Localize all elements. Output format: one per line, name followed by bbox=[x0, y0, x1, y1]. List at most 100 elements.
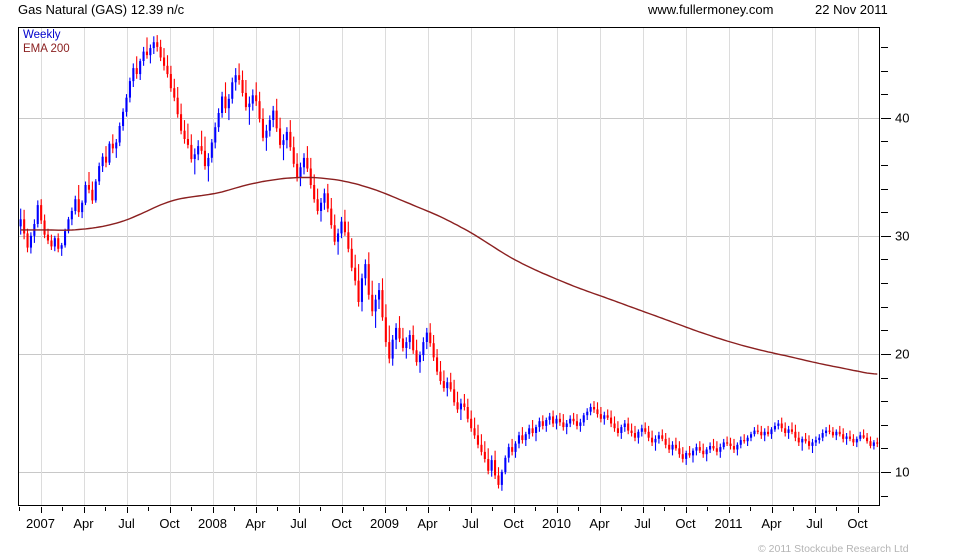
x-axis-tick-minor bbox=[363, 507, 364, 511]
x-axis-label: 2011 bbox=[714, 516, 743, 531]
x-axis-tick-minor bbox=[277, 507, 278, 511]
x-axis-label: Jul bbox=[806, 516, 823, 531]
x-axis-label: Oct bbox=[331, 516, 352, 531]
x-axis-label: Jul bbox=[634, 516, 651, 531]
x-axis-tick bbox=[556, 507, 558, 513]
x-axis-tick bbox=[40, 507, 42, 513]
x-axis-tick-minor bbox=[449, 507, 450, 511]
x-axis-tick-minor bbox=[492, 507, 493, 511]
gridline-horizontal bbox=[19, 117, 879, 119]
gridline-vertical bbox=[857, 28, 859, 505]
gridline-vertical bbox=[126, 28, 128, 505]
x-axis-tick-minor bbox=[578, 507, 579, 511]
gridline-vertical bbox=[83, 28, 85, 505]
x-axis-tick-minor bbox=[664, 507, 665, 511]
gridline-vertical bbox=[728, 28, 730, 505]
x-axis-tick bbox=[814, 507, 816, 513]
x-axis-label: 2008 bbox=[198, 516, 227, 531]
copyright-notice: © 2011 Stockcube Research Ltd bbox=[758, 543, 909, 555]
x-axis-tick bbox=[384, 507, 386, 513]
y-axis-tick-minor bbox=[881, 165, 888, 166]
x-axis-label: Apr bbox=[245, 516, 266, 531]
y-axis-tick-major bbox=[881, 471, 891, 473]
x-axis-tick-minor bbox=[535, 507, 536, 511]
x-axis-tick-minor bbox=[105, 507, 106, 511]
x-axis-tick bbox=[470, 507, 472, 513]
x-axis-tick bbox=[298, 507, 300, 513]
x-axis-label: Apr bbox=[761, 516, 782, 531]
y-axis-tick-minor bbox=[881, 70, 888, 72]
gridline-vertical bbox=[169, 28, 171, 505]
y-axis-tick-minor bbox=[881, 188, 888, 190]
legend-timeframe: Weekly bbox=[23, 29, 61, 41]
x-axis-tick bbox=[83, 507, 85, 513]
chart-title: Gas Natural (GAS) 12.39 n/c bbox=[18, 2, 185, 17]
chart-date: 22 Nov 2011 bbox=[815, 2, 888, 17]
x-axis-tick-minor bbox=[234, 507, 235, 511]
x-axis-tick bbox=[685, 507, 687, 513]
legend-indicator: EMA 200 bbox=[23, 43, 70, 55]
gridline-vertical bbox=[642, 28, 644, 505]
x-axis-tick bbox=[255, 507, 257, 513]
y-axis-tick-minor bbox=[881, 283, 888, 284]
y-axis-tick-minor bbox=[881, 377, 888, 379]
gridline-vertical bbox=[513, 28, 515, 505]
y-axis-tick-minor bbox=[881, 330, 888, 332]
gridline-vertical bbox=[556, 28, 558, 505]
x-axis-tick-minor bbox=[19, 507, 20, 511]
gridline-vertical bbox=[255, 28, 257, 505]
x-axis-tick bbox=[728, 507, 730, 513]
y-axis-tick-major bbox=[881, 235, 891, 237]
x-axis-tick-minor bbox=[191, 507, 192, 511]
y-axis-tick-major bbox=[881, 117, 891, 119]
website-label: www.fullermoney.com bbox=[648, 2, 774, 17]
gridline-vertical bbox=[470, 28, 472, 505]
x-axis-label: Oct bbox=[675, 516, 696, 531]
x-axis-tick-minor bbox=[836, 507, 837, 511]
gridline-horizontal bbox=[19, 235, 879, 237]
y-axis-tick-minor bbox=[881, 46, 888, 48]
y-axis-tick-minor bbox=[881, 424, 888, 426]
x-axis-tick bbox=[771, 507, 773, 513]
x-axis-tick bbox=[599, 507, 601, 513]
y-axis-tick-minor bbox=[881, 401, 888, 403]
y-axis-label: 30 bbox=[895, 228, 910, 244]
x-axis-tick bbox=[427, 507, 429, 513]
x-axis-tick bbox=[513, 507, 515, 513]
y-axis-tick-minor bbox=[881, 259, 888, 261]
y-axis-tick-minor bbox=[881, 448, 888, 450]
x-axis-label: Apr bbox=[73, 516, 94, 531]
gridline-vertical bbox=[599, 28, 601, 505]
x-axis-tick-minor bbox=[406, 507, 407, 511]
y-axis-tick-minor bbox=[881, 94, 888, 96]
x-axis-label: Oct bbox=[847, 516, 868, 531]
gridline-vertical bbox=[341, 28, 343, 505]
x-axis-tick bbox=[857, 507, 859, 513]
x-axis-label: Oct bbox=[159, 516, 180, 531]
gridline-vertical bbox=[771, 28, 773, 505]
x-axis-label: Oct bbox=[503, 516, 524, 531]
x-axis-tick-minor bbox=[793, 507, 794, 511]
x-axis-tick-minor bbox=[320, 507, 321, 511]
y-axis-tick-minor bbox=[881, 306, 888, 308]
gridline-horizontal bbox=[19, 353, 879, 355]
x-axis-tick bbox=[212, 507, 214, 513]
y-axis-tick-major bbox=[881, 353, 891, 355]
gridline-vertical bbox=[40, 28, 42, 505]
x-axis-label: 2010 bbox=[542, 516, 571, 531]
gridline-horizontal bbox=[19, 471, 879, 473]
x-axis-label: Apr bbox=[589, 516, 610, 531]
y-axis-label: 40 bbox=[895, 110, 910, 126]
x-axis-tick bbox=[169, 507, 171, 513]
plot-area: Weekly EMA 200 bbox=[18, 27, 880, 506]
x-axis-label: Jul bbox=[462, 516, 479, 531]
gridline-vertical bbox=[814, 28, 816, 505]
x-axis-tick-minor bbox=[707, 507, 708, 511]
x-axis-label: Jul bbox=[118, 516, 135, 531]
x-axis-tick-minor bbox=[750, 507, 751, 511]
y-axis-tick-minor bbox=[881, 495, 888, 497]
y-axis-label: 20 bbox=[895, 346, 910, 362]
x-axis-tick bbox=[642, 507, 644, 513]
price-series bbox=[19, 35, 879, 491]
